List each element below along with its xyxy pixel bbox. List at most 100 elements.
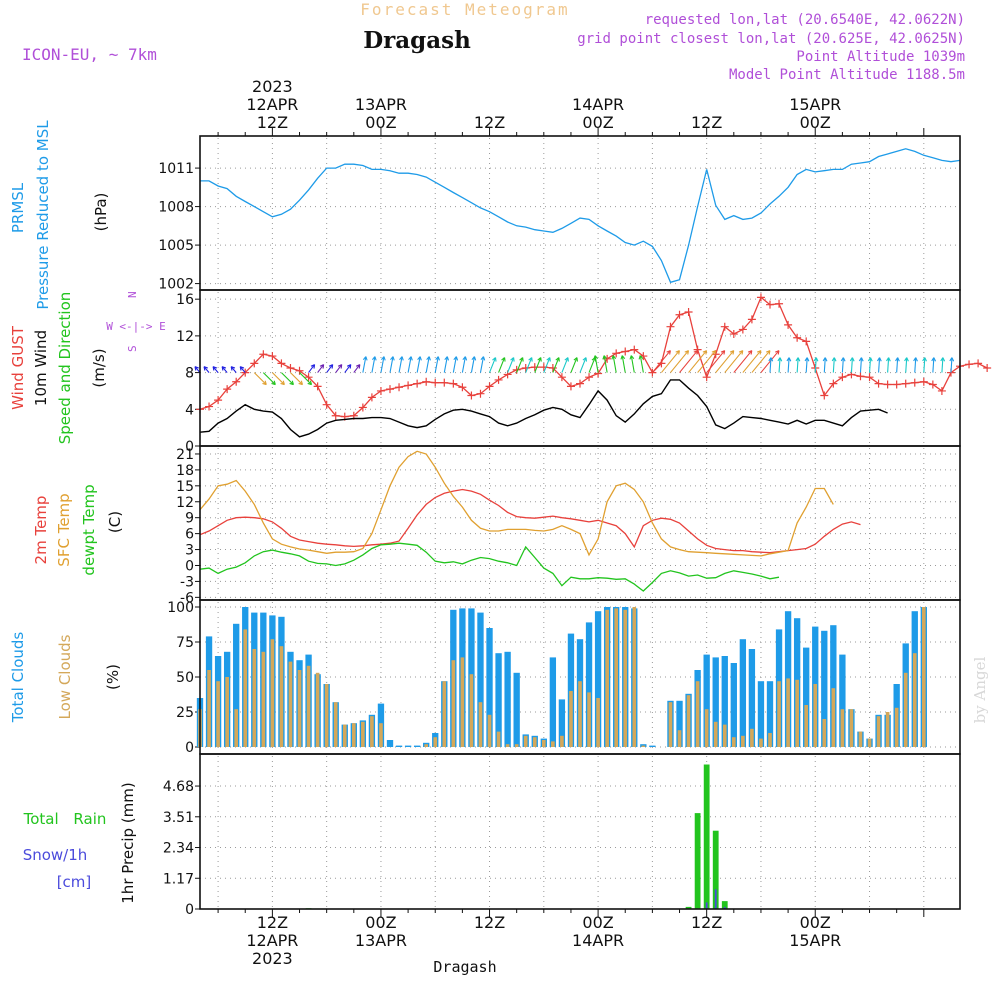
wind-direction-arrow (543, 357, 551, 373)
time-label-top: 00Z (800, 113, 831, 132)
low-clouds-bar (831, 688, 836, 747)
wind-direction-arrow (751, 350, 771, 373)
low-clouds-bar (315, 672, 320, 747)
wind-direction-arrowhead (666, 350, 671, 355)
wind-direction-arrow (733, 350, 753, 373)
gust-marker (675, 310, 684, 319)
wind-direction-arrowhead (840, 357, 846, 362)
wind-direction-arrow (594, 355, 599, 373)
low-clouds-bar (894, 707, 899, 747)
wind-direction-arrow (715, 350, 735, 373)
low-clouds-bar (424, 744, 428, 747)
total-clouds-bar (585, 622, 593, 747)
total-clouds-bar (594, 611, 602, 747)
total-clouds-bar (757, 681, 765, 747)
total-clouds-bar (233, 623, 240, 747)
wind-direction-arrowhead (564, 357, 569, 362)
wind-direction-arrow (443, 356, 448, 373)
wind-direction-arrowhead (738, 350, 744, 355)
wind-unit: (m/s) (90, 348, 108, 387)
temp-y-tick-label: 12 (176, 495, 194, 511)
wind-direction-arrow (516, 357, 524, 373)
low-clouds-bar (333, 702, 338, 747)
wind-direction-arrow (407, 356, 412, 373)
sfc-temp-line (199, 450, 834, 557)
gust-marker (865, 373, 874, 382)
low-clouds-bar (759, 738, 763, 747)
wind-direction-arrow (461, 356, 466, 373)
wind-direction-arrow (579, 357, 587, 373)
wind-direction-arrow (868, 357, 872, 373)
gust-marker (766, 300, 774, 309)
gust-marker (784, 320, 793, 329)
gust-marker (485, 382, 494, 391)
wind-direction-arrow (230, 366, 237, 373)
low-clouds-bar (741, 735, 745, 747)
wind-direction-arrow (212, 366, 219, 373)
low-clouds-bar (478, 702, 483, 747)
wind-direction-arrow (850, 357, 853, 373)
wind-direction-arrow (621, 355, 626, 373)
gust-marker (494, 375, 503, 384)
wind-direction-arrow (796, 357, 799, 373)
low-clouds-bar (569, 691, 573, 747)
total-clouds-bar (477, 612, 484, 747)
wind-direction-arrow (941, 357, 944, 373)
point-altitude: Point Altitude 1039m (796, 49, 965, 65)
low-clouds-bar (713, 721, 718, 747)
low-clouds-bar (261, 651, 266, 747)
gust-marker (910, 378, 919, 387)
rain-bar (712, 830, 719, 909)
wind-direction-arrow (221, 366, 228, 373)
wind-direction-arrow (194, 366, 201, 373)
wind-direction-arrow (262, 372, 276, 385)
gust-marker (874, 379, 883, 388)
gust-marker (756, 293, 765, 302)
time-label-bottom: 15APR (789, 931, 841, 950)
wind-direction-arrow (317, 364, 325, 373)
low-clouds-bar (514, 744, 519, 747)
low-clouds-bar (840, 709, 845, 747)
low-clouds-bar (523, 735, 528, 747)
gust-marker (983, 364, 992, 372)
direction-label: Speed and Direction (56, 292, 74, 445)
temp-y-tick-label: -3 (180, 574, 194, 590)
wind-y-tick-label: 0 (185, 439, 194, 455)
gust-label: Wind GUST (9, 325, 27, 410)
gust-marker (621, 347, 630, 356)
wind-direction-arrowhead (765, 350, 771, 355)
snow-unit-label: [cm] (57, 873, 92, 891)
wind-direction-arrow (914, 357, 917, 373)
temp-unit: (C) (106, 511, 124, 533)
wind-direction-arrowhead (822, 357, 828, 362)
wind-direction-arrow (570, 357, 578, 373)
time-label-bottom: 12Z (257, 913, 288, 932)
wind-direction-arrow (489, 357, 497, 373)
wind-direction-arrow (561, 357, 569, 373)
low-clouds-bar (288, 661, 293, 747)
wind-y-tick-label: 16 (176, 292, 194, 308)
wind-direction-arrowhead (786, 357, 792, 362)
gust-marker (322, 400, 331, 409)
wind-direction-arrowhead (203, 366, 208, 371)
temp-y-tick-label: 0 (185, 558, 194, 574)
grid-coords: grid point closest lon,lat (20.625E, 42.… (577, 31, 965, 47)
gust-marker (802, 337, 811, 346)
total-clouds-bar (495, 653, 502, 747)
dewpt-line (199, 542, 780, 592)
wind-direction-arrow (389, 356, 394, 373)
wind-direction-arrow (308, 364, 316, 373)
wind-direction-arrowhead (693, 350, 699, 355)
wind-direction-arrow (932, 357, 935, 373)
wind-direction-arrow (353, 364, 361, 373)
dewpt-label: dewpt Temp (80, 484, 98, 575)
wind-direction-arrow (887, 357, 890, 373)
gust-marker (919, 377, 928, 386)
snow-bar (714, 889, 717, 909)
wind-direction-arrow (670, 350, 689, 373)
gust-marker (431, 378, 440, 387)
wind-direction-arrow (299, 372, 312, 385)
wind-direction-arrow (416, 356, 421, 373)
total-clouds-bar (739, 639, 747, 747)
wind-direction-arrow (498, 357, 506, 373)
